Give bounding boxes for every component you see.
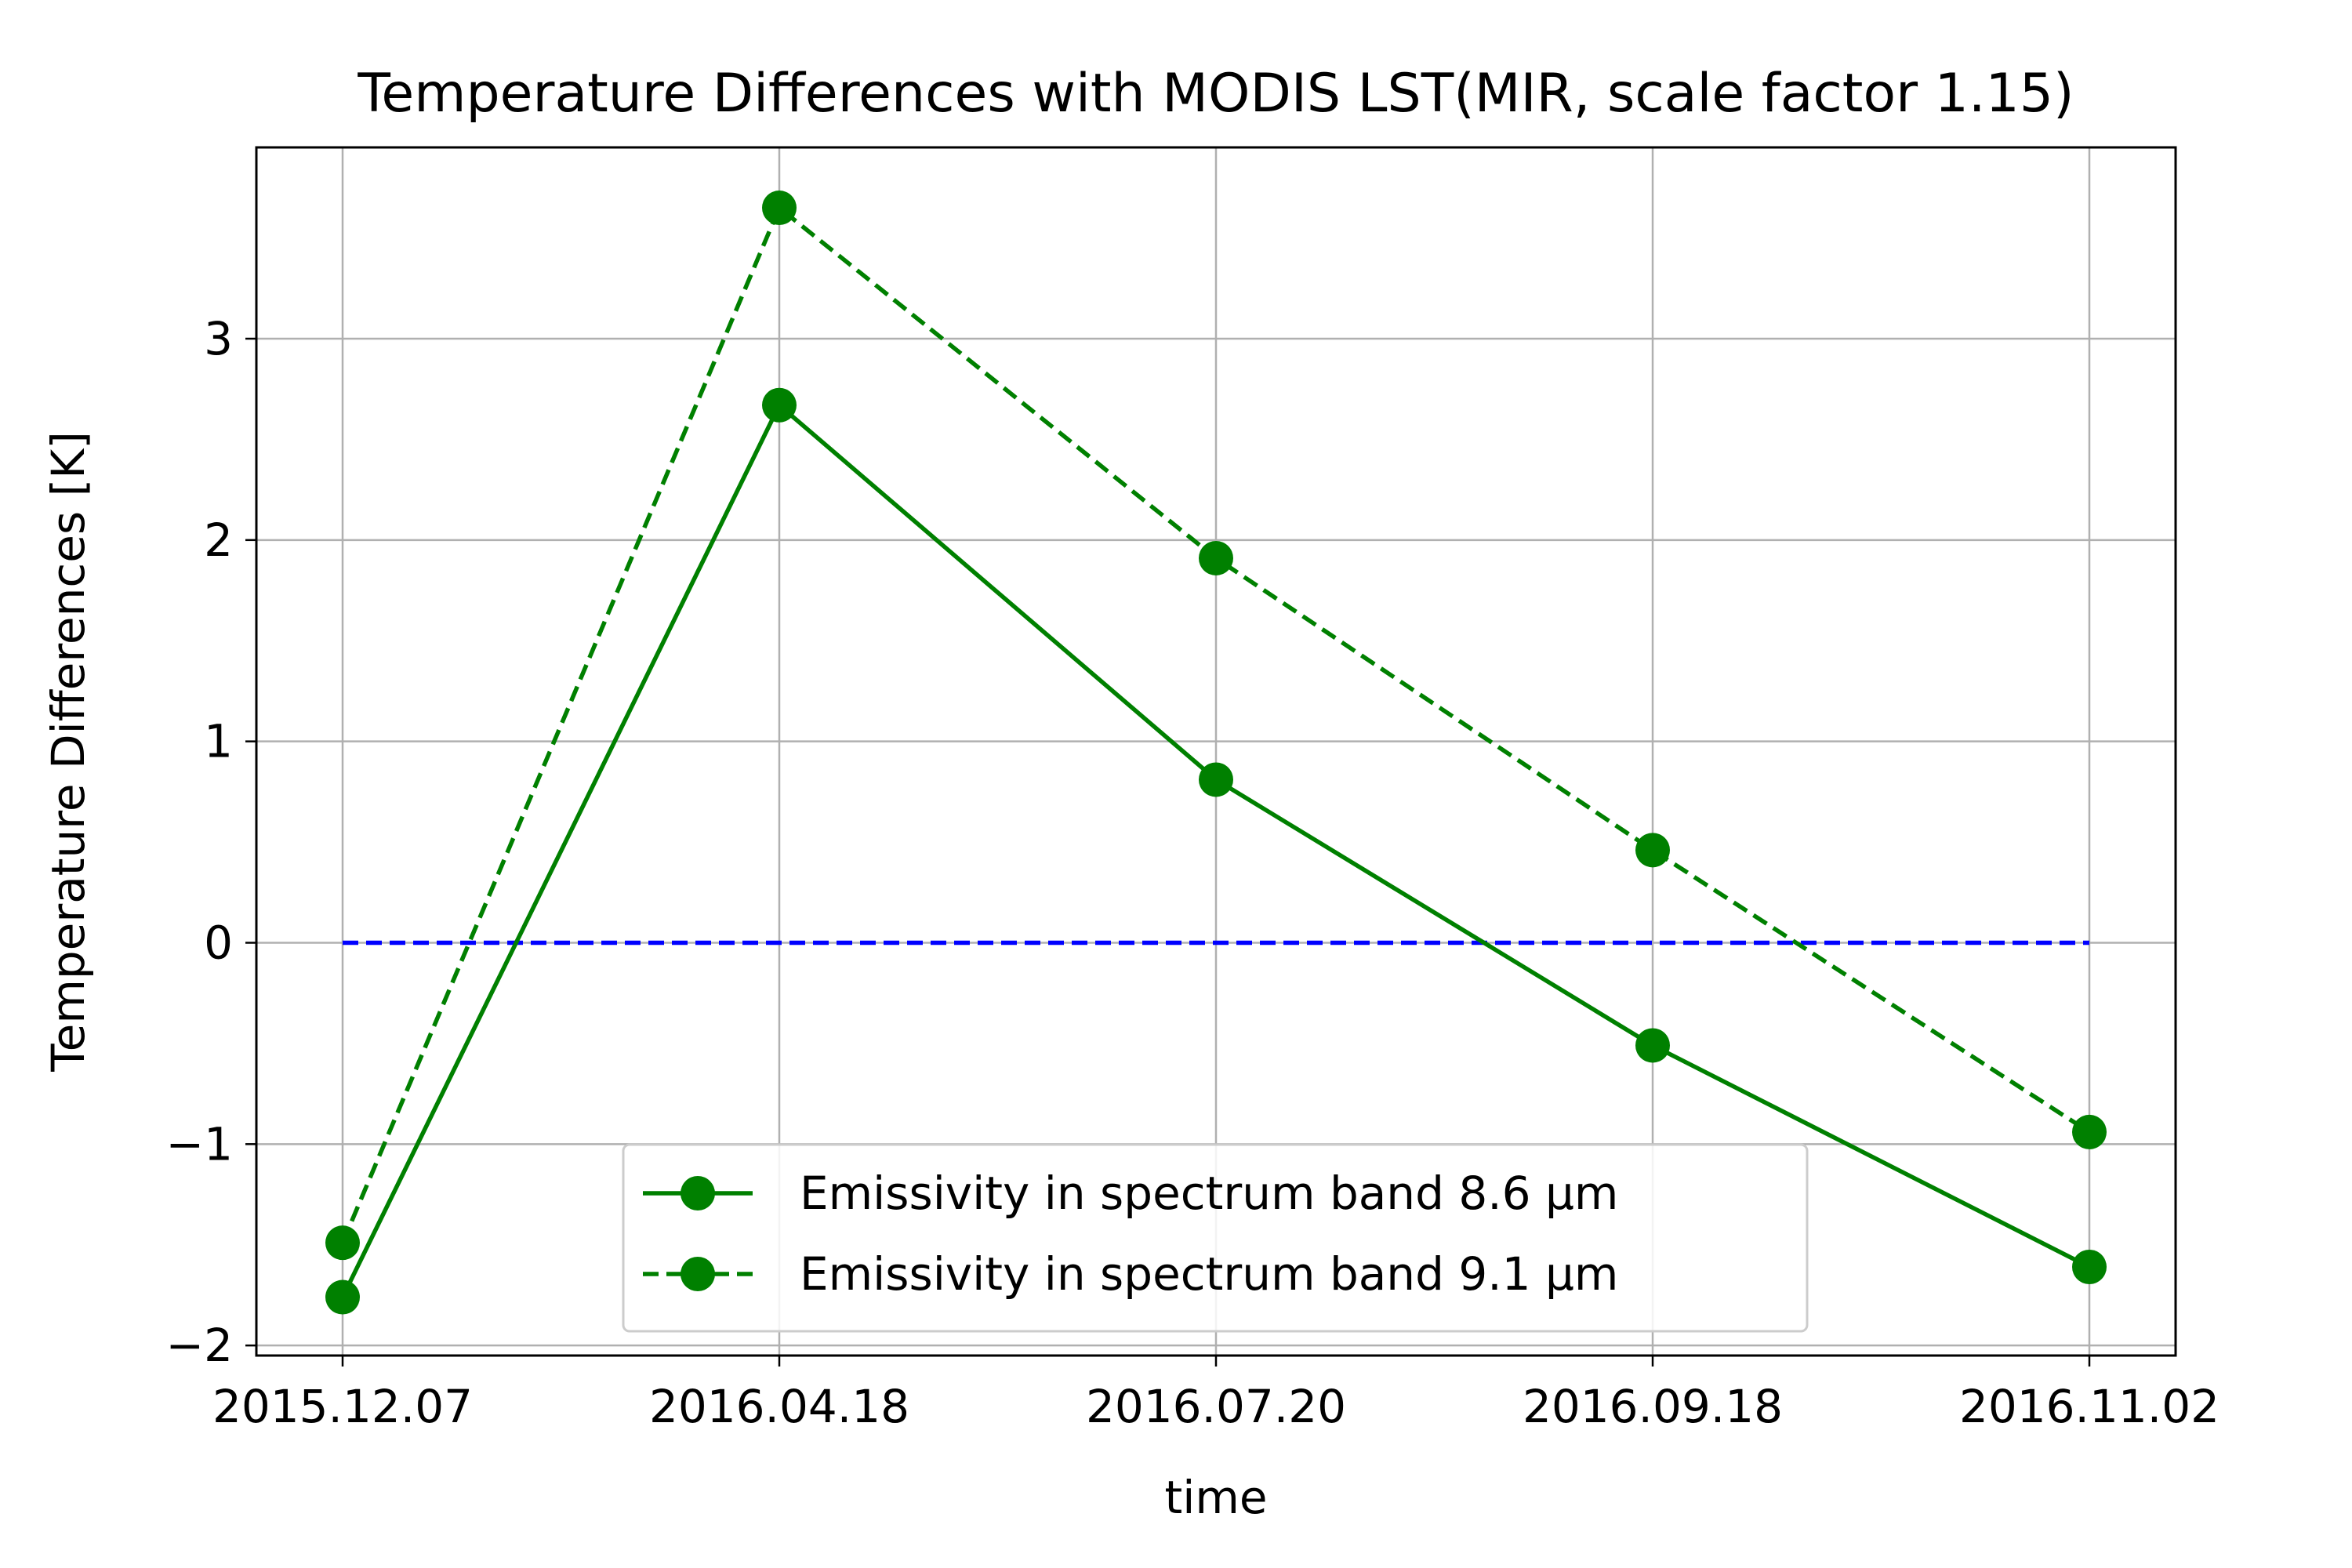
x-tick-label: 2016.11.02: [1959, 1380, 2220, 1433]
y-tick-label: 3: [204, 312, 233, 365]
legend: Emissivity in spectrum band 8.6 μm Emissi…: [622, 1143, 1809, 1333]
series-2-point: [1635, 833, 1670, 868]
series-2-point: [2072, 1114, 2107, 1149]
y-axis-label: Temperature Differences [K]: [42, 431, 95, 1073]
x-tick-label: 2016.07.20: [1086, 1380, 1346, 1433]
series-1-point: [1635, 1028, 1670, 1063]
legend-marker-sample: [681, 1257, 715, 1291]
series-1-point: [325, 1279, 360, 1315]
y-tick-label: 1: [204, 715, 233, 768]
series-1-point: [762, 387, 797, 423]
series-2-point: [325, 1225, 360, 1261]
grid: [256, 147, 2176, 1356]
series-1-point: [1199, 762, 1233, 797]
series-2-point: [1199, 540, 1233, 575]
x-tick-label: 2015.12.07: [212, 1380, 473, 1433]
x-tick-label: 2016.04.18: [649, 1380, 909, 1433]
chart-title: Temperature Differences with MODIS LST(M…: [357, 63, 2074, 125]
y-tick-label: −2: [166, 1319, 234, 1372]
x-tick-label: 2016.09.18: [1523, 1380, 1783, 1433]
x-axis-label: time: [1164, 1471, 1267, 1524]
series-1-point: [2072, 1249, 2107, 1284]
y-tick-label: 0: [204, 916, 233, 969]
axis-ticks: 2015.12.07 2016.04.18 2016.07.20 2016.09.18…: [166, 312, 2220, 1433]
legend-entry-label: Emissivity in spectrum band 8.6 μm: [800, 1167, 1618, 1220]
series-2-point: [762, 191, 797, 226]
series-group: [325, 191, 2107, 1315]
legend-marker-sample: [681, 1176, 715, 1210]
y-tick-label: 2: [204, 514, 233, 567]
legend-entry-label: Emissivity in spectrum band 9.1 μm: [800, 1247, 1618, 1301]
y-tick-label: −1: [166, 1117, 234, 1171]
legend-frame: [622, 1143, 1809, 1333]
